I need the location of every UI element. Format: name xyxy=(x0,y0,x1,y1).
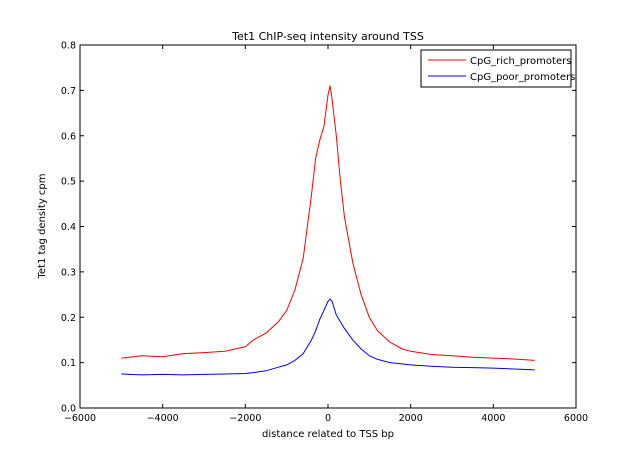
x-tick-label: 0 xyxy=(325,413,331,424)
y-tick-label: 0.3 xyxy=(61,267,76,278)
legend-label-cpg-poor: CpG_poor_promoters xyxy=(470,72,575,83)
y-tick-label: 0.7 xyxy=(61,86,76,97)
series-line-cpg-rich-promoters xyxy=(121,85,535,361)
legend-box xyxy=(420,49,572,88)
y-tick-label: 0.0 xyxy=(61,404,76,415)
y-tick-label: 0.6 xyxy=(61,131,76,142)
x-tick-label: −2000 xyxy=(229,413,261,424)
x-tick-label: 2000 xyxy=(399,413,423,424)
y-tick-label: 0.2 xyxy=(61,313,76,324)
axis-layer: −6000 −4000 −2000 0 2000 4000 6000 0.0 0.1 0.2 0.3… xyxy=(61,41,588,425)
y-tick-label: 0.8 xyxy=(61,41,76,52)
x-tick-label: 4000 xyxy=(481,413,505,424)
y-axis-title: Tet1 tag density cpm xyxy=(37,173,48,279)
legend: CpG_rich_promoters CpG_poor_promoters xyxy=(420,49,575,88)
chart-title: Tet1 ChIP-seq intensity around TSS xyxy=(231,30,424,43)
x-tick-label: −6000 xyxy=(64,413,96,424)
series-layer xyxy=(121,85,535,376)
x-tick-label: −4000 xyxy=(147,413,179,424)
y-tick-label: 0.4 xyxy=(61,222,76,233)
legend-label-cpg-rich: CpG_rich_promoters xyxy=(470,56,571,67)
y-tick-label: 0.5 xyxy=(61,177,76,188)
x-tick-label: 6000 xyxy=(564,413,588,424)
plot-frame xyxy=(79,44,577,409)
series-line-cpg-poor-promoters xyxy=(121,298,535,376)
y-tick-label: 0.1 xyxy=(61,358,76,369)
x-axis-title: distance related to TSS bp xyxy=(262,429,394,440)
